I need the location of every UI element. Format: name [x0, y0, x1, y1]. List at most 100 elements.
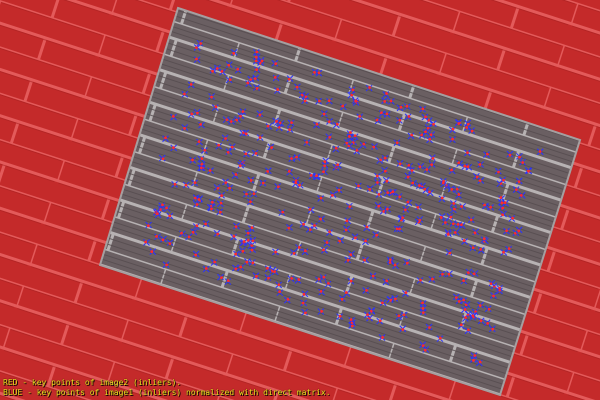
- keypoint-red-marker: [389, 99, 393, 103]
- keypoint-red-marker: [217, 143, 221, 147]
- keypoint-red-marker: [319, 290, 323, 293]
- keypoint-red-marker: [385, 279, 389, 283]
- keypoint-red-marker: [469, 218, 473, 222]
- keypoint-red-marker: [450, 168, 453, 172]
- keypoint-red-marker: [193, 181, 197, 185]
- keypoint-red-marker: [383, 169, 387, 173]
- keypoint-red-marker: [168, 242, 172, 245]
- keypoint-red-marker: [224, 137, 227, 140]
- keypoint-red-marker: [172, 146, 175, 149]
- keypoint-red-marker: [214, 105, 218, 109]
- keypoint-red-marker: [507, 247, 511, 251]
- keypoint-red-marker: [446, 232, 450, 236]
- keypoint-red-marker: [393, 263, 397, 267]
- keypoint-red-marker: [317, 99, 321, 103]
- keypoint-red-marker: [377, 192, 381, 196]
- keypoint-red-marker: [319, 196, 323, 200]
- keypoint-red-marker: [463, 308, 467, 311]
- keypoint-red-marker: [270, 146, 273, 149]
- keypoint-red-marker: [224, 181, 228, 184]
- keypoint-red-marker: [431, 277, 434, 281]
- keypoint-red-marker: [440, 196, 444, 200]
- keypoint-red-marker: [258, 113, 262, 117]
- keypoint-red-marker: [475, 175, 479, 179]
- keypoint-red-marker: [290, 277, 294, 280]
- keypoint-red-marker: [287, 77, 291, 81]
- keypoint-red-marker: [195, 203, 199, 206]
- keypoint-red-marker: [441, 181, 445, 185]
- keypoint-red-marker: [322, 170, 325, 174]
- keypoint-red-marker: [301, 301, 305, 305]
- keypoint-red-marker: [150, 250, 154, 253]
- keypoint-red-marker: [459, 323, 463, 327]
- keypoint-red-marker: [313, 224, 316, 227]
- keypoint-red-marker: [491, 327, 495, 331]
- keypoint-red-marker: [278, 121, 282, 125]
- keypoint-red-marker: [375, 233, 379, 237]
- keypoint-red-marker: [315, 174, 318, 178]
- keypoint-red-marker: [199, 122, 203, 126]
- keypoint-red-marker: [317, 277, 321, 281]
- keypoint-red-marker: [452, 207, 456, 211]
- keypoint-red-marker: [471, 314, 475, 318]
- keypoint-red-marker: [385, 92, 388, 95]
- keypoint-red-marker: [232, 234, 236, 238]
- keypoint-red-marker: [211, 69, 214, 73]
- keypoint-red-marker: [165, 263, 168, 267]
- keypoint-red-marker: [443, 221, 447, 224]
- keypoint-red-marker: [381, 336, 384, 339]
- keypoint-red-marker: [487, 307, 491, 311]
- keypoint-red-marker: [345, 141, 349, 145]
- keypoint-red-marker: [438, 336, 442, 340]
- keypoint-red-marker: [421, 311, 425, 315]
- keypoint-red-marker: [460, 205, 464, 208]
- keypoint-red-marker: [286, 298, 290, 301]
- keypoint-red-marker: [418, 218, 422, 222]
- keypoint-red-marker: [429, 133, 433, 137]
- keypoint-red-marker: [304, 311, 307, 315]
- keypoint-red-marker: [398, 227, 401, 231]
- keypoint-red-marker: [238, 164, 242, 168]
- keypoint-red-marker: [365, 288, 368, 292]
- keypoint-red-marker: [253, 77, 257, 81]
- keypoint-red-marker: [218, 210, 222, 214]
- keypoint-red-marker: [431, 156, 435, 160]
- keypoint-red-marker: [428, 326, 431, 329]
- keypoint-red-marker: [457, 193, 461, 196]
- keypoint-red-marker: [229, 120, 233, 123]
- keypoint-red-marker: [391, 190, 395, 194]
- keypoint-red-marker: [451, 222, 455, 226]
- keypoint-red-marker: [344, 291, 348, 294]
- keypoint-red-marker: [330, 193, 334, 197]
- keypoint-red-marker: [404, 291, 408, 295]
- keypoint-red-marker: [227, 63, 231, 67]
- keypoint-red-marker: [190, 112, 194, 116]
- keypoint-red-marker: [234, 252, 238, 256]
- keypoint-red-marker: [498, 286, 501, 290]
- keypoint-red-marker: [407, 115, 411, 118]
- keypoint-red-marker: [441, 272, 444, 276]
- keypoint-red-marker: [405, 261, 409, 265]
- keypoint-red-marker: [340, 297, 344, 301]
- keypoint-red-marker: [421, 301, 424, 305]
- keypoint-red-marker: [428, 137, 432, 141]
- keypoint-red-marker: [502, 250, 505, 254]
- keypoint-red-marker: [276, 88, 280, 91]
- keypoint-red-marker: [303, 99, 307, 103]
- keypoint-red-marker: [372, 145, 376, 149]
- keypoint-red-marker: [395, 227, 399, 231]
- keypoint-red-marker: [250, 248, 254, 252]
- keypoint-red-marker: [220, 276, 223, 279]
- keypoint-red-marker: [515, 188, 518, 192]
- keypoint-red-marker: [500, 201, 504, 205]
- keypoint-red-marker: [277, 283, 281, 287]
- keypoint-red-marker: [288, 128, 292, 132]
- keypoint-red-marker: [193, 196, 197, 200]
- keypoint-red-marker: [200, 162, 204, 166]
- keypoint-red-marker: [244, 132, 248, 136]
- keypoint-red-marker: [406, 200, 410, 204]
- keypoint-red-marker: [501, 213, 504, 217]
- keypoint-red-marker: [457, 161, 461, 165]
- keypoint-red-marker: [210, 200, 214, 204]
- keypoint-red-marker: [350, 93, 354, 97]
